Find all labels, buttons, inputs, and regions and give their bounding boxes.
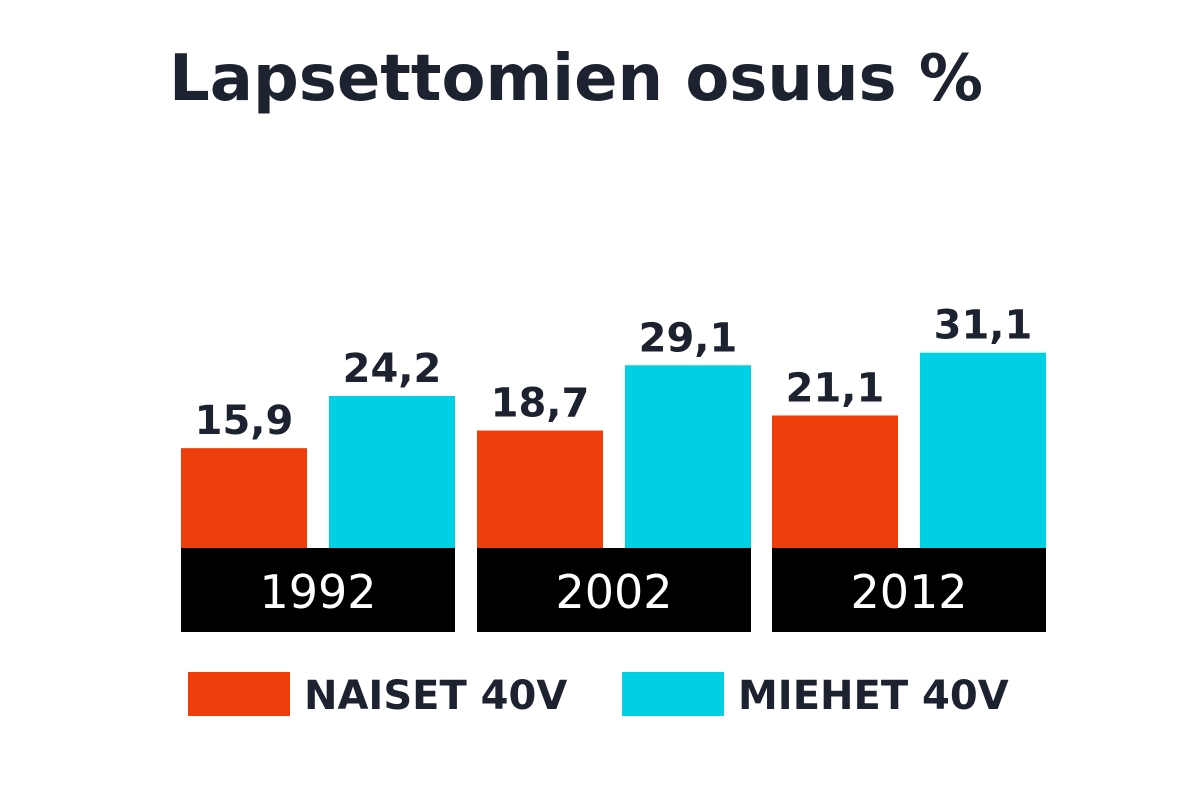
value-label-2002-naiset: 18,7 [491,381,590,427]
value-label-2012-naiset: 21,1 [786,365,885,411]
category-label-1992: 1992 [259,565,376,619]
value-label-2002-miehet: 29,1 [639,315,738,361]
bar-2002-naiset [477,430,603,548]
legend: NAISET 40V MIEHET 40V [188,672,1009,719]
category-band-2002 [477,548,751,632]
legend-label-miehet: MIEHET 40V [738,673,1009,719]
category-label-2002: 2002 [555,565,672,619]
bar-2012-miehet [920,352,1046,548]
category-band-2012 [772,548,1046,632]
bar-2012-naiset [772,415,898,548]
bar-1992-naiset [181,448,307,548]
legend-swatch-miehet [622,672,724,716]
chart-title: Lapsettomien osuus % [169,42,983,116]
value-label-1992-miehet: 24,2 [343,346,442,392]
bars-layer: 15,9 24,2 18,7 29,1 21,1 31,1 [181,303,1046,548]
bar-1992-miehet [329,396,455,548]
value-label-2012-miehet: 31,1 [934,303,1033,349]
legend-label-naiset: NAISET 40V [304,673,567,719]
category-band-layer: 1992 2002 2012 [181,548,1046,632]
bar-2002-miehet [625,365,751,548]
category-band-1992 [181,548,455,632]
value-label-1992-naiset: 15,9 [195,398,294,444]
category-label-2012: 2012 [850,565,967,619]
legend-swatch-naiset [188,672,290,716]
